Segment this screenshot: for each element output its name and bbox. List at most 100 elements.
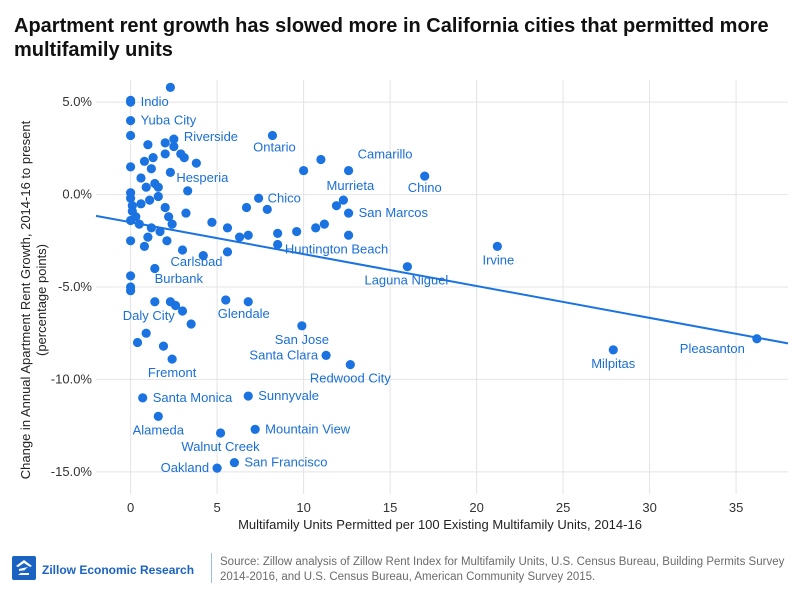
grid-layer xyxy=(96,80,788,494)
point-label: Daly City xyxy=(123,308,176,323)
point-label: Fremont xyxy=(148,365,197,380)
data-point xyxy=(316,154,326,165)
data-point xyxy=(273,239,283,250)
data-point xyxy=(136,199,146,209)
data-point xyxy=(343,165,354,176)
x-tick-label: 35 xyxy=(729,500,743,515)
data-point xyxy=(292,226,302,237)
data-point xyxy=(126,286,136,296)
x-tick-label: 0 xyxy=(127,500,134,515)
data-point xyxy=(254,193,264,203)
point-label: Camarillo xyxy=(358,147,413,162)
y-axis-label: Change in Annual Apartment Rent Growth, … xyxy=(18,120,33,479)
data-point xyxy=(158,341,169,351)
y-tick-label: -5.0% xyxy=(58,279,92,294)
data-point xyxy=(207,217,217,227)
data-point xyxy=(222,247,233,257)
data-point xyxy=(165,167,175,178)
data-point xyxy=(177,306,188,316)
point-label: Chino xyxy=(408,180,442,195)
source-note: Source: Zillow analysis of Zillow Rent I… xyxy=(220,556,785,583)
data-point xyxy=(345,360,355,370)
data-point xyxy=(212,463,222,473)
data-point xyxy=(126,162,136,172)
point-label: Huntington Beach xyxy=(285,241,388,256)
data-point xyxy=(338,195,348,205)
data-point xyxy=(169,134,179,144)
x-tick-label: 30 xyxy=(642,500,656,515)
data-point xyxy=(299,165,309,176)
point-label: Yuba City xyxy=(141,113,197,128)
data-point xyxy=(186,319,196,329)
data-point xyxy=(229,457,239,468)
data-point xyxy=(132,337,143,348)
data-point xyxy=(183,186,193,196)
data-point xyxy=(155,226,165,237)
data-point xyxy=(126,130,136,141)
data-point xyxy=(241,202,252,213)
data-point xyxy=(243,230,253,240)
data-point xyxy=(153,182,163,192)
point-label: Milpitas xyxy=(591,356,636,371)
data-point xyxy=(215,428,226,438)
data-point xyxy=(146,164,156,174)
point-label: Glendale xyxy=(218,306,270,321)
x-tick-label: 25 xyxy=(556,500,570,515)
data-point xyxy=(141,328,151,338)
data-point xyxy=(148,153,158,163)
point-layer xyxy=(126,82,762,473)
point-label: Chico xyxy=(268,190,301,205)
data-point xyxy=(146,223,156,233)
point-label: Santa Clara xyxy=(249,347,318,362)
data-point xyxy=(167,354,177,364)
tick-label-layer: 0 5 10 15 20 25 30 35 5.0% 0.0% -5.0% -10.0% -15.0% xyxy=(51,94,744,515)
x-tick-label: 10 xyxy=(296,500,310,515)
data-point xyxy=(402,262,412,272)
data-point xyxy=(138,393,148,403)
point-label: Santa Monica xyxy=(153,390,233,405)
y-axis-label-units: (percentage points) xyxy=(34,244,49,356)
data-point xyxy=(136,173,146,183)
data-point xyxy=(243,297,253,307)
data-point xyxy=(143,232,153,242)
data-point xyxy=(179,153,189,163)
point-label: San Francisco xyxy=(244,455,327,470)
point-label: San Marcos xyxy=(359,205,429,220)
data-point xyxy=(169,141,179,152)
data-point xyxy=(608,345,618,355)
data-point xyxy=(331,201,342,211)
y-tick-label: -10.0% xyxy=(51,371,93,386)
point-label: Carlsbad xyxy=(171,254,223,269)
data-point xyxy=(243,391,253,401)
trendline-layer xyxy=(95,214,789,345)
brand-name: Zillow Economic Research xyxy=(42,563,195,577)
point-label: Burbank xyxy=(155,271,204,286)
point-label: Pleasanton xyxy=(680,341,745,356)
data-point xyxy=(165,82,175,92)
data-point xyxy=(141,182,151,192)
data-point xyxy=(153,191,163,202)
data-point xyxy=(162,236,172,246)
data-point xyxy=(134,219,144,229)
data-point xyxy=(181,208,191,218)
data-point xyxy=(321,350,331,360)
data-point xyxy=(343,230,354,240)
data-point xyxy=(250,424,260,434)
data-point xyxy=(139,156,150,166)
chart-title: Apartment rent growth has slowed more in… xyxy=(14,15,769,61)
data-point xyxy=(153,411,163,421)
data-point xyxy=(167,219,177,229)
scatter-chart: 0 5 10 15 20 25 30 355.0%0.0%-5.0%-10.0%-15.0% … xyxy=(18,80,789,532)
data-point xyxy=(160,138,170,148)
data-point xyxy=(311,223,321,233)
data-point xyxy=(319,219,329,229)
footer-divider xyxy=(211,553,212,583)
data-point xyxy=(191,158,201,168)
data-point xyxy=(262,204,272,214)
trendline xyxy=(95,214,789,345)
data-point xyxy=(752,334,762,344)
point-label: Indio xyxy=(141,94,169,109)
data-point xyxy=(234,232,245,242)
data-point xyxy=(222,223,233,233)
